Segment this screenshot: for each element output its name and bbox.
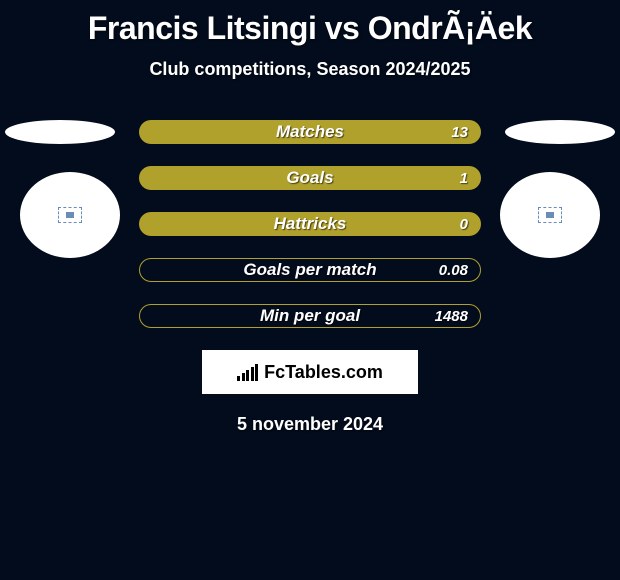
stat-label: Min per goal xyxy=(260,306,360,326)
stat-label: Goals xyxy=(286,168,333,188)
stat-bar: Goals 1 xyxy=(139,166,481,190)
logo-box: FcTables.com xyxy=(202,350,418,394)
stat-value: 0 xyxy=(460,216,468,233)
stat-bar: Matches 13 xyxy=(139,120,481,144)
subtitle: Club competitions, Season 2024/2025 xyxy=(0,59,620,80)
logo-bar-segment xyxy=(255,364,258,381)
decor-ellipse-right xyxy=(505,120,615,144)
stat-value: 0.08 xyxy=(439,262,468,279)
comparison-content: Matches 13 Goals 1 Hattricks 0 Goals per match… xyxy=(0,120,620,435)
logo-bar-segment xyxy=(237,376,240,381)
stat-bar: Hattricks 0 xyxy=(139,212,481,236)
stat-label: Goals per match xyxy=(243,260,376,280)
stat-bars: Matches 13 Goals 1 Hattricks 0 Goals per match… xyxy=(139,120,481,328)
logo-bar-segment xyxy=(251,367,254,381)
player-avatar-right xyxy=(500,172,600,258)
logo-text: FcTables.com xyxy=(264,362,383,383)
decor-ellipse-left xyxy=(5,120,115,144)
stat-value: 13 xyxy=(451,124,468,141)
logo-bar-segment xyxy=(242,373,245,381)
stat-label: Hattricks xyxy=(274,214,347,234)
image-placeholder-icon xyxy=(538,207,562,223)
image-placeholder-icon xyxy=(58,207,82,223)
stat-value: 1 xyxy=(460,170,468,187)
player-avatar-left xyxy=(20,172,120,258)
stat-bar: Goals per match 0.08 xyxy=(139,258,481,282)
page-title: Francis Litsingi vs OndrÃ¡Äek xyxy=(0,0,620,47)
stat-bar: Min per goal 1488 xyxy=(139,304,481,328)
stat-value: 1488 xyxy=(435,308,468,325)
date-label: 5 november 2024 xyxy=(0,414,620,435)
logo-bars-icon xyxy=(237,363,258,381)
stat-label: Matches xyxy=(276,122,344,142)
logo-bar-segment xyxy=(246,370,249,381)
